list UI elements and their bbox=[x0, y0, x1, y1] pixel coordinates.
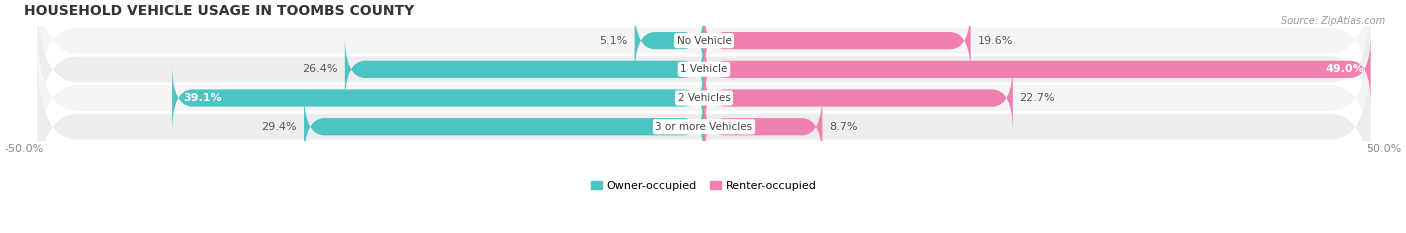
Text: 1 Vehicle: 1 Vehicle bbox=[681, 64, 728, 74]
Text: 29.4%: 29.4% bbox=[262, 122, 297, 132]
Text: 22.7%: 22.7% bbox=[1019, 93, 1056, 103]
FancyBboxPatch shape bbox=[344, 35, 704, 104]
FancyBboxPatch shape bbox=[38, 0, 1371, 114]
Text: 2 Vehicles: 2 Vehicles bbox=[678, 93, 731, 103]
FancyBboxPatch shape bbox=[172, 64, 704, 133]
FancyBboxPatch shape bbox=[304, 92, 704, 161]
Text: 39.1%: 39.1% bbox=[183, 93, 222, 103]
Text: 5.1%: 5.1% bbox=[599, 36, 628, 46]
Text: 3 or more Vehicles: 3 or more Vehicles bbox=[655, 122, 752, 132]
FancyBboxPatch shape bbox=[38, 25, 1371, 171]
FancyBboxPatch shape bbox=[704, 64, 1012, 133]
FancyBboxPatch shape bbox=[704, 35, 1371, 104]
FancyBboxPatch shape bbox=[634, 6, 704, 75]
Text: 8.7%: 8.7% bbox=[830, 122, 858, 132]
FancyBboxPatch shape bbox=[704, 6, 970, 75]
Text: No Vehicle: No Vehicle bbox=[676, 36, 731, 46]
Text: 26.4%: 26.4% bbox=[302, 64, 337, 74]
Text: Source: ZipAtlas.com: Source: ZipAtlas.com bbox=[1281, 16, 1385, 26]
Text: HOUSEHOLD VEHICLE USAGE IN TOOMBS COUNTY: HOUSEHOLD VEHICLE USAGE IN TOOMBS COUNTY bbox=[24, 4, 413, 18]
Text: 49.0%: 49.0% bbox=[1324, 64, 1364, 74]
Text: 19.6%: 19.6% bbox=[977, 36, 1012, 46]
Legend: Owner-occupied, Renter-occupied: Owner-occupied, Renter-occupied bbox=[586, 176, 821, 195]
FancyBboxPatch shape bbox=[38, 54, 1371, 200]
FancyBboxPatch shape bbox=[38, 0, 1371, 143]
FancyBboxPatch shape bbox=[704, 92, 823, 161]
